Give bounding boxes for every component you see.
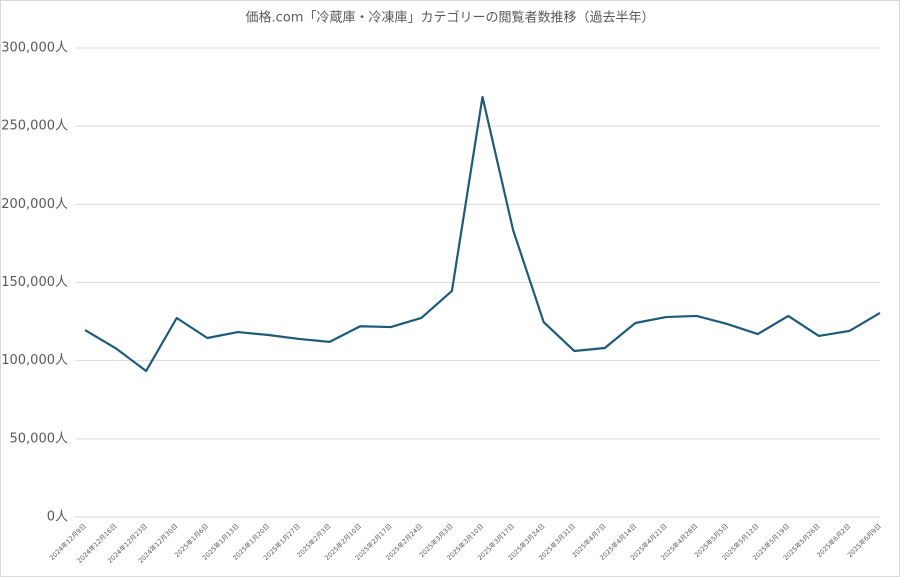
chart-title: 価格.com「冷蔵庫・冷凍庫」カテゴリーの閲覧者数推移（過去半年） [246,10,655,26]
y-tick-label: 150,000人 [1,275,68,290]
y-tick-label: 250,000人 [1,119,68,134]
line [84,95,881,373]
y-tick-label: 200,000人 [1,197,68,212]
y-tick-label: 50,000人 [10,431,69,446]
y-tick-label: 0人 [47,510,68,525]
y-tick-label: 300,000人 [1,41,68,56]
y-tick-label: 100,000人 [1,353,68,368]
